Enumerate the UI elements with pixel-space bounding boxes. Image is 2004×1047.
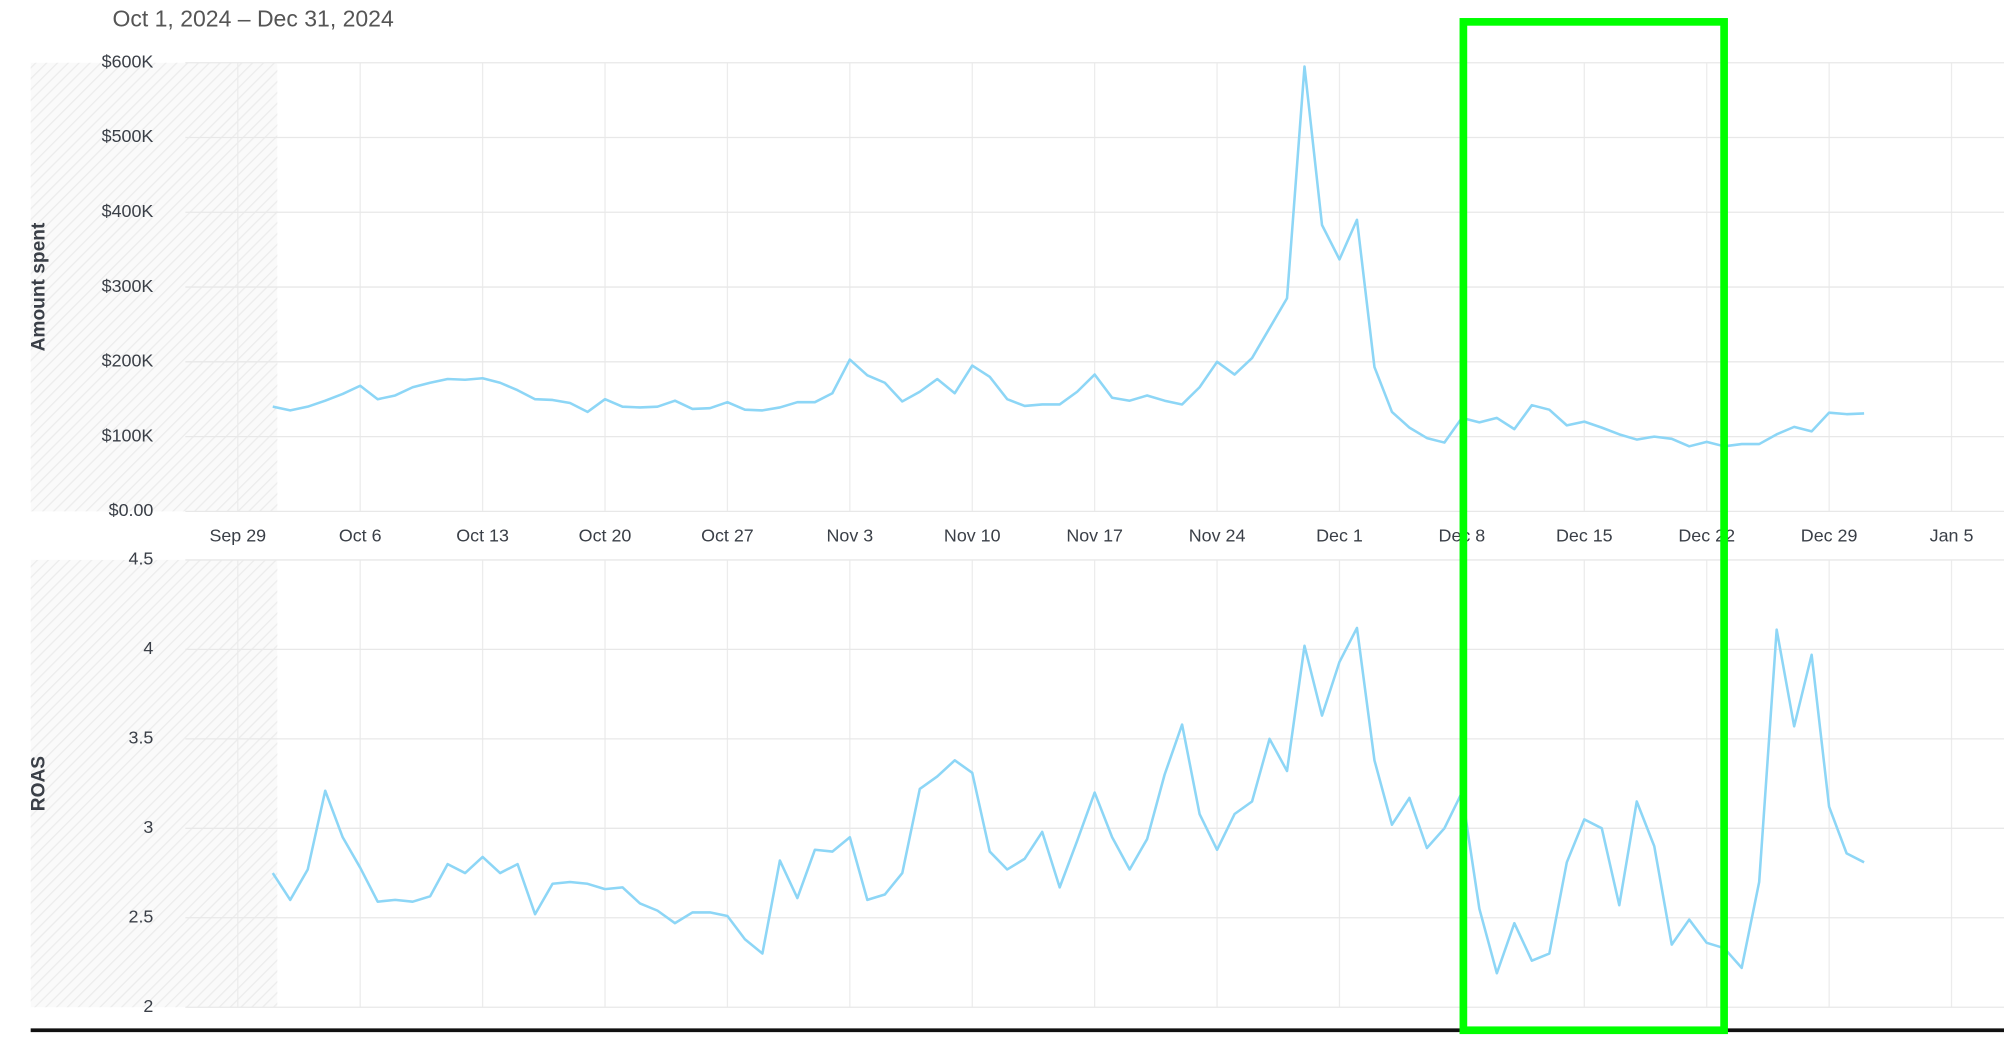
x-tick-label: Dec 15	[1556, 526, 1613, 546]
y-tick-label: $500K	[102, 126, 154, 146]
y-tick-label: $200K	[102, 351, 154, 371]
highlight-box	[1459, 18, 1728, 1035]
plots: Sep 29 Oct 6 Oct 13 Oct 20 Oct 27 Nov 3 Nov 10…	[29, 51, 2004, 1016]
no-data-region	[30, 559, 278, 1008]
y-tick-label: 2.5	[129, 907, 154, 927]
y-tick-label: 4.5	[129, 549, 154, 569]
x-tick-label: Oct 20	[579, 526, 632, 546]
y-tick-label: 3	[143, 817, 153, 837]
x-tick-label: Nov 10	[944, 526, 1001, 546]
y-tick-label: 4	[143, 638, 153, 658]
y-tick-label: 3.5	[129, 728, 154, 748]
data-line	[271, 626, 1865, 975]
y-tick-label: $300K	[102, 276, 154, 296]
data-line	[272, 65, 1865, 448]
y-tick-label: $100K	[102, 425, 154, 445]
x-tick-label: Oct 27	[701, 526, 754, 546]
y-tick-label: $600K	[102, 51, 154, 71]
x-tick-label: Dec 29	[1801, 526, 1858, 546]
y-axis-label: ROAS	[29, 756, 50, 812]
y-tick-label: $400K	[102, 201, 154, 221]
date-range: Oct 1, 2024 – Dec 31, 2024	[112, 6, 394, 32]
x-tick-label: Sep 29	[209, 526, 266, 546]
x-tick-label: Nov 3	[826, 526, 873, 546]
y-axis-label: Amount spent	[29, 222, 50, 351]
x-tick-label: Jan 5	[1930, 526, 1974, 546]
y-tick-label: 2	[143, 996, 153, 1016]
x-tick-label: Nov 17	[1066, 526, 1123, 546]
x-tick-label: Dec 1	[1316, 526, 1363, 546]
x-tick-label: Oct 13	[456, 526, 509, 546]
y-tick-label: $0.00	[109, 500, 154, 520]
x-tick-label: Oct 6	[339, 526, 382, 546]
x-tick-label: Nov 24	[1189, 526, 1246, 546]
